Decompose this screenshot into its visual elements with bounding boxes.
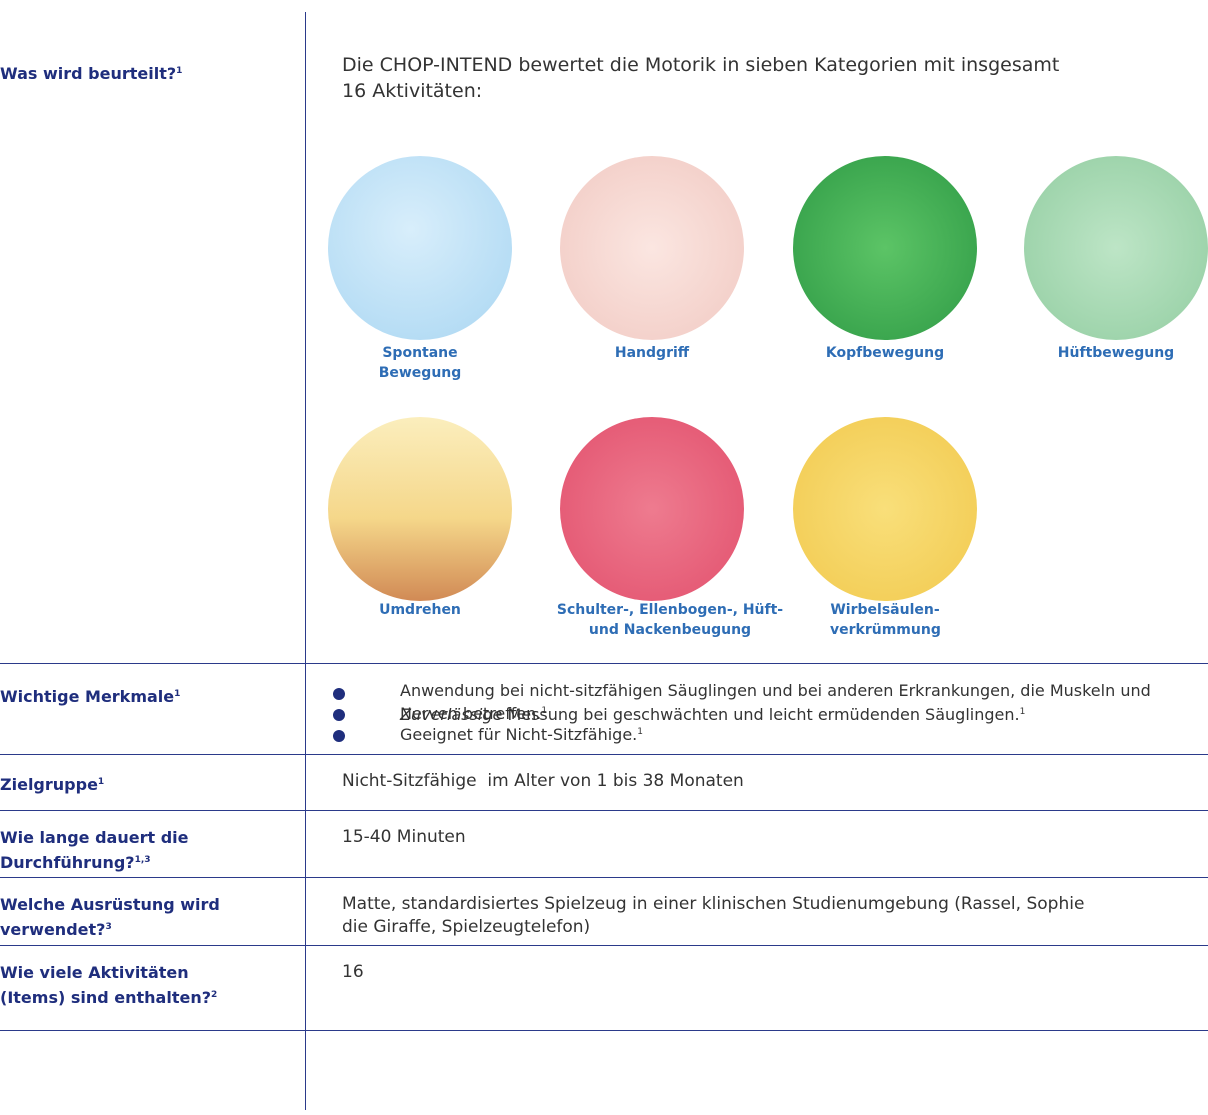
intro: Die CHOP-INTEND bewertet die Motorik in … xyxy=(342,54,1066,102)
footnote: 1 xyxy=(1019,707,1026,717)
illustration xyxy=(793,417,977,601)
row-divider xyxy=(0,945,1208,946)
footnote: 1 xyxy=(97,777,105,787)
illustration xyxy=(793,156,977,340)
cell-text: Matte, standardisiertes Spielzeug in ein… xyxy=(342,894,1090,937)
row-label: Wichtige Merkmale1 xyxy=(0,683,280,708)
list-item: Anwendung bei nicht-sitzfähigen Säugling… xyxy=(400,680,1200,724)
row-label: Zielgruppe1 xyxy=(0,771,280,796)
list-item: Zuverlässige Messung bei geschwächten un… xyxy=(400,702,1200,725)
list-item: Geeignet für Nicht-Sitzfähige.1 xyxy=(400,722,1200,745)
cell-text: Nicht-Sitzfähige im Alter von 1 bis 38 M… xyxy=(342,771,744,791)
label-text: Was wird beurteilt? xyxy=(0,64,177,83)
footnote: 2 xyxy=(211,990,218,1000)
row-label: Wie viele Aktivitäten (Items) sind entha… xyxy=(0,962,250,1009)
row-divider xyxy=(0,877,1208,878)
footnote: 3 xyxy=(105,922,112,932)
row-label: Welche Ausrüstung wird verwendet?3 xyxy=(0,894,280,941)
row-label: Was wird beurteilt?1 xyxy=(0,60,280,85)
row-divider xyxy=(0,663,1208,664)
bullet xyxy=(333,709,345,721)
emphasis: Zuverlässige xyxy=(400,705,503,724)
row-divider xyxy=(0,810,1208,811)
label-text: Wichtige Merkmale xyxy=(0,687,175,706)
label-text: Wie lange dauert die Durchführung? xyxy=(0,828,189,872)
illustration xyxy=(1024,156,1208,340)
footnote: 1 xyxy=(176,66,183,76)
bullet xyxy=(333,688,345,700)
category-label: Hüftbewegung xyxy=(1057,345,1175,361)
category-label: Umdrehen xyxy=(379,602,461,618)
label-text: Zielgruppe xyxy=(0,775,98,794)
category-label: Wirbelsäulen-verkrümmung xyxy=(785,600,985,640)
category-label: Schulter-, Ellenbogen-, Hüft- und Nacken… xyxy=(545,600,795,640)
footnote: 1 xyxy=(541,706,548,716)
label-text: Welche Ausrüstung wird verwendet? xyxy=(0,895,220,939)
illustration xyxy=(560,156,744,340)
category-label: Kopfbewegung xyxy=(825,345,945,361)
row-label: Wie lange dauert die Durchführung?1,3 xyxy=(0,827,250,874)
row-divider xyxy=(0,1030,1208,1031)
category-label: Handgriff xyxy=(614,345,690,361)
column-divider xyxy=(305,12,306,1110)
footnote: 1 xyxy=(174,689,181,699)
illustration xyxy=(328,417,512,601)
cell-text: 16 xyxy=(342,962,364,982)
bullet xyxy=(333,730,345,742)
footnote: 1 xyxy=(637,727,643,737)
category-text: Wirbelsäulen-verkrümmung xyxy=(830,602,941,638)
category-label: Spontane Bewegung xyxy=(320,343,520,383)
item-text: Geeignet für Nicht-Sitzfähige. xyxy=(400,725,638,744)
item-text: Anwendung bei nicht-sitzfähigen Säugling… xyxy=(400,681,1151,723)
footnote: 1,3 xyxy=(134,855,151,865)
label-text: Wie viele Aktivitäten (Items) sind entha… xyxy=(0,963,211,1007)
cell-text: 15-40 Minuten xyxy=(342,827,466,847)
category-text: Spontane Bewegung xyxy=(378,345,462,381)
illustration xyxy=(328,156,512,340)
category-text: Schulter-, Ellenbogen-, Hüft- und Nacken… xyxy=(556,602,784,638)
item-text: Messung bei geschwächten und leicht ermü… xyxy=(502,705,1020,724)
illustration xyxy=(560,417,744,601)
row-divider xyxy=(0,754,1208,755)
